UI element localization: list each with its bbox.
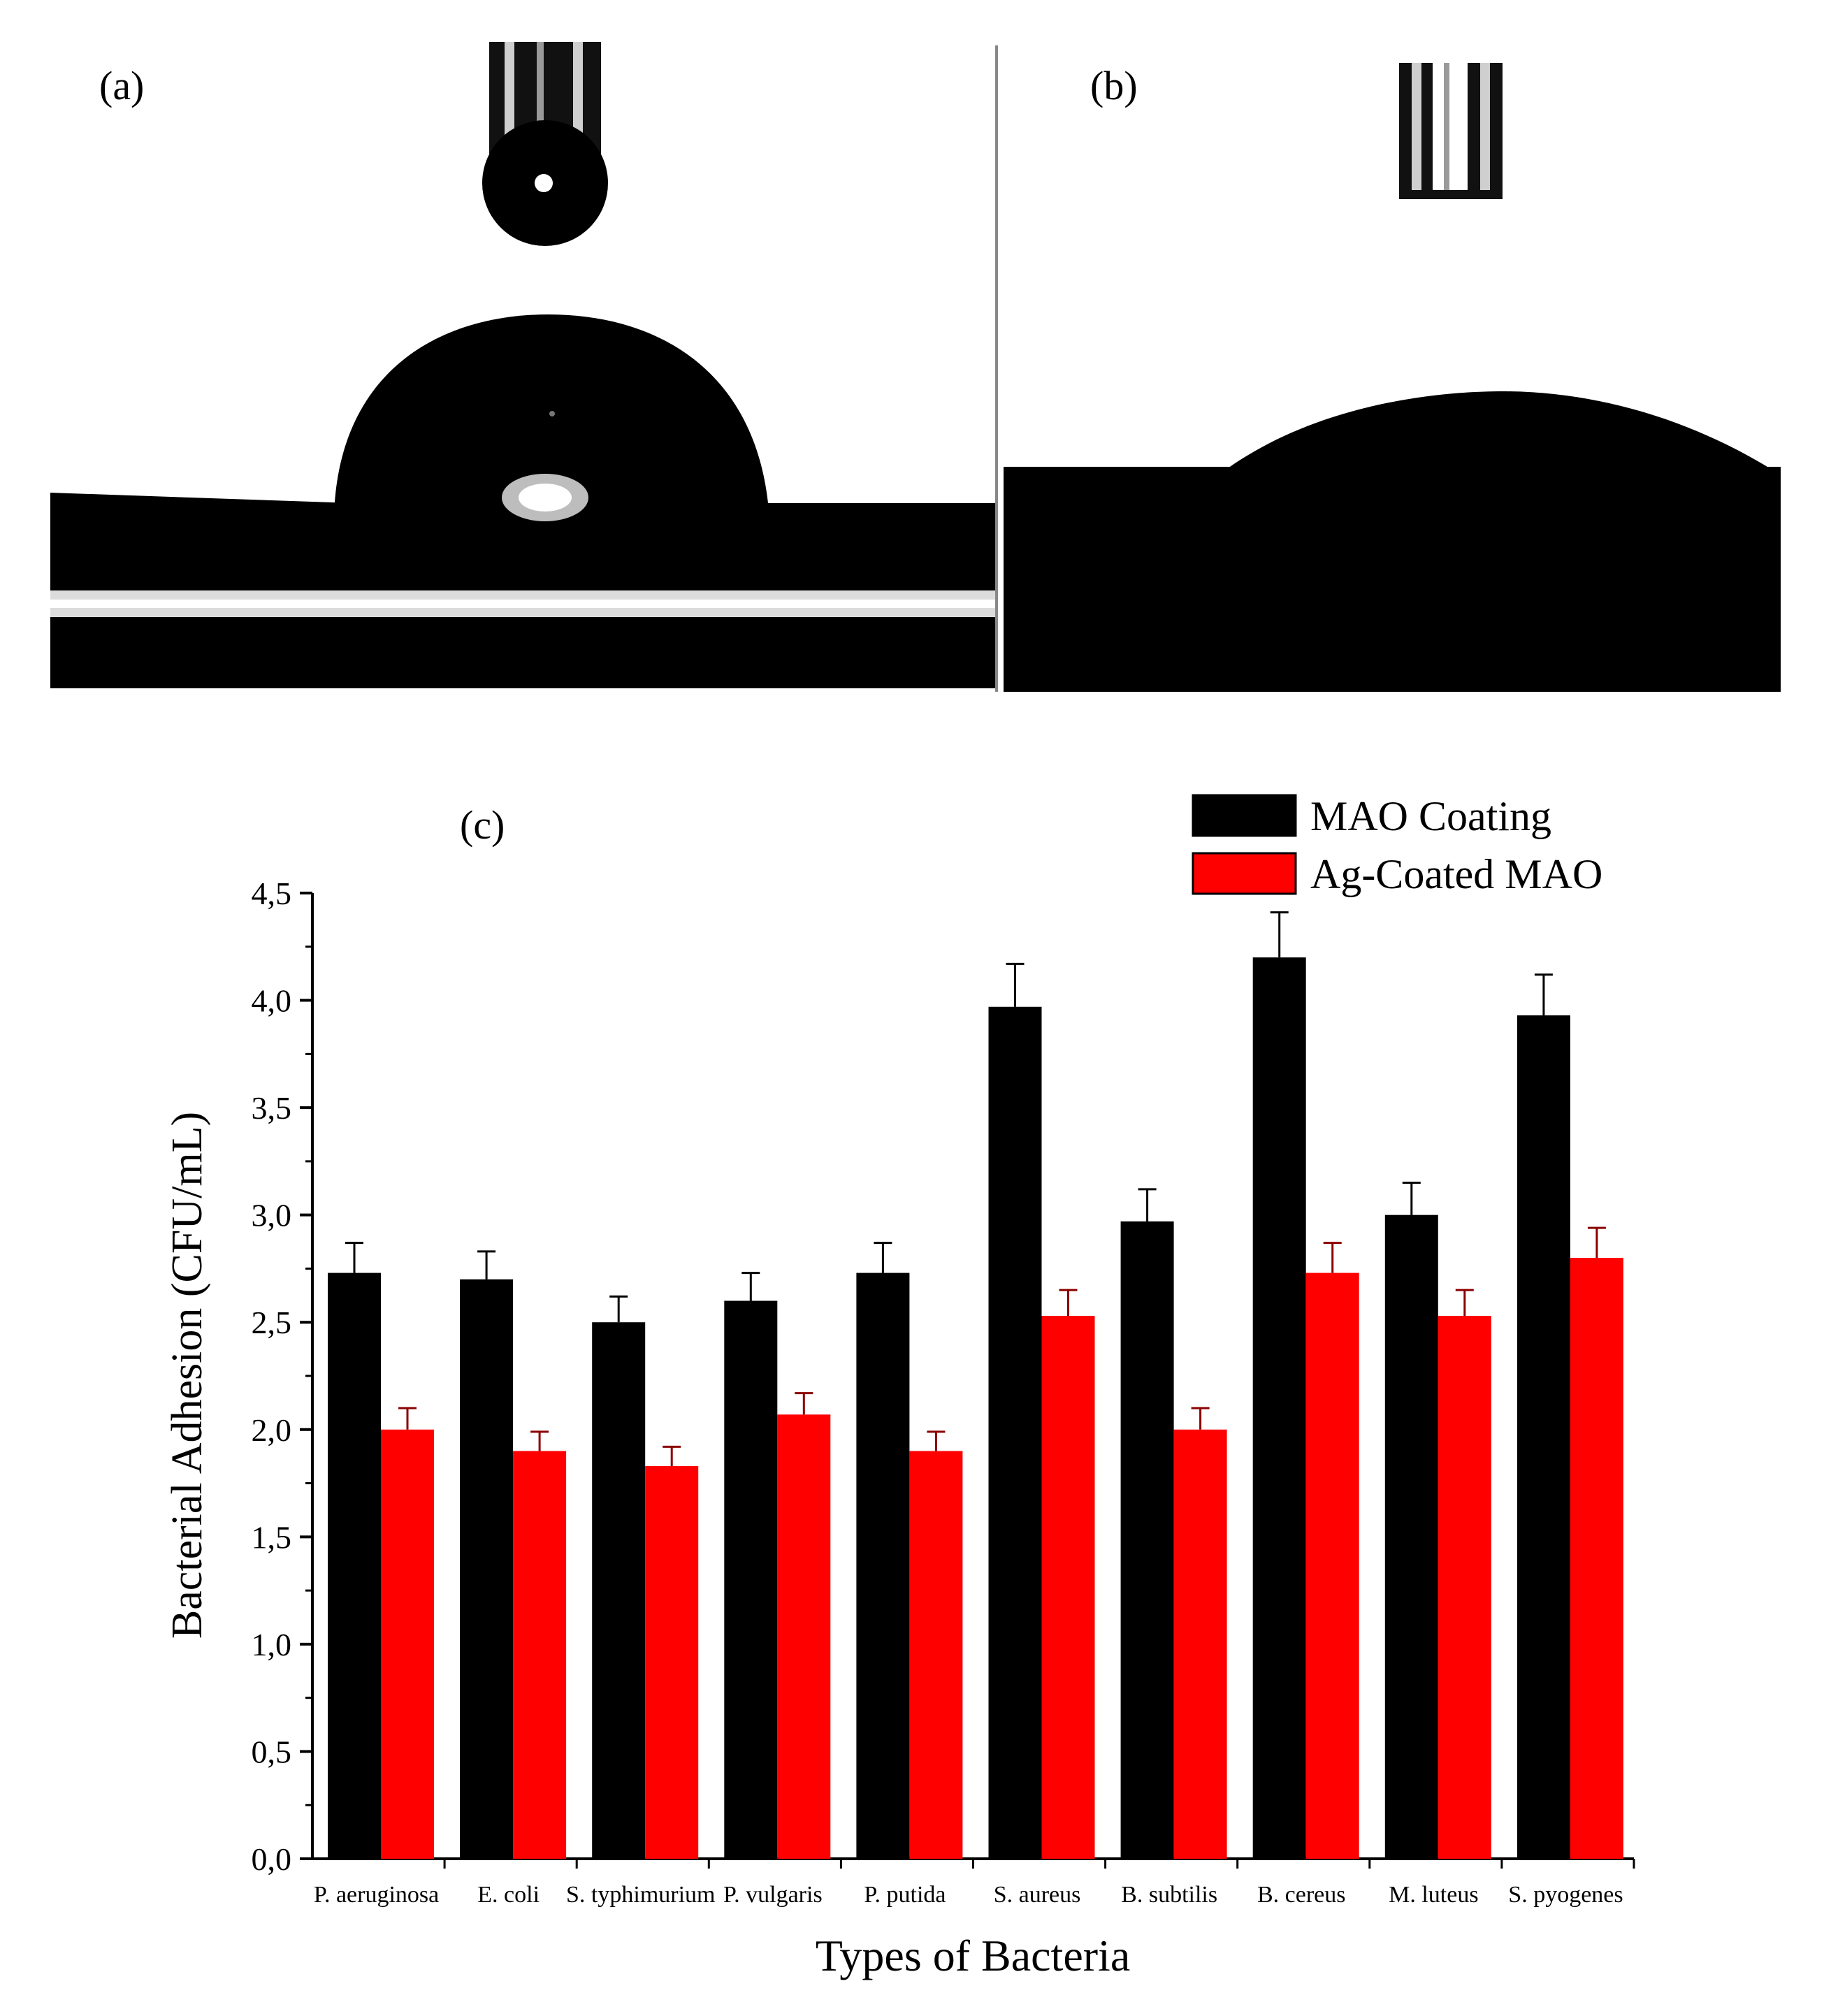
bar-ag-5: [1041, 1316, 1095, 1859]
x-tick-label: E. coli: [477, 1882, 540, 1908]
photo-panel-a: (a): [50, 42, 997, 688]
y-tick-label: 3,5: [252, 1090, 292, 1126]
bar-mao-2: [592, 1322, 646, 1859]
legend-label-mao: MAO Coating: [1310, 793, 1551, 839]
x-tick-label: S. pyogenes: [1508, 1882, 1623, 1908]
x-axis-title: Types of Bacteria: [816, 1931, 1130, 1980]
sessile-drop-a: [333, 314, 770, 538]
y-tick-label: 1,5: [252, 1519, 292, 1555]
y-tick-label: 1,0: [252, 1627, 292, 1662]
x-tick-label: B. subtilis: [1121, 1882, 1217, 1908]
y-tick-label: 4,0: [252, 983, 292, 1019]
panel-label-c: (c): [460, 802, 505, 848]
chart-panel-c: (c) MAO Coating Ag-Coated MAO 0,0 0,5 1,0 1…: [164, 793, 1635, 1980]
bar-ag-6: [1173, 1429, 1227, 1859]
x-tick-label: S. typhimurium: [566, 1882, 715, 1908]
bar-ag-7: [1305, 1272, 1359, 1859]
bar-ag-2: [645, 1465, 699, 1859]
x-tick-label: S. aureus: [994, 1882, 1081, 1908]
y-tick-label: 2,0: [252, 1412, 292, 1448]
y-tick-label: 0,0: [252, 1841, 292, 1877]
bar-mao-4: [856, 1272, 910, 1859]
bar-mao-9: [1517, 1015, 1570, 1859]
bar-mao-7: [1252, 957, 1306, 1859]
photo-panel-b: (b): [1004, 42, 1781, 692]
bar-ag-8: [1438, 1316, 1491, 1859]
panel-label-a: (a): [99, 63, 144, 108]
bar-ag-1: [513, 1451, 567, 1859]
legend-swatch-ag: [1192, 852, 1297, 895]
bar-ag-0: [381, 1429, 434, 1859]
y-tick-label: 4,5: [252, 876, 292, 911]
y-axis-title: Bacterial Adhesion (CFU/mL): [164, 1112, 211, 1639]
bar-ag-9: [1570, 1258, 1623, 1859]
x-tick-label: M. luteus: [1389, 1882, 1478, 1908]
legend-swatch-mao: [1192, 794, 1297, 837]
bars: [328, 911, 1623, 1859]
y-tick-label: 0,5: [252, 1734, 292, 1769]
legend: MAO Coating Ag-Coated MAO: [1192, 793, 1602, 897]
bar-mao-1: [460, 1279, 514, 1859]
y-ticks: 0,0 0,5 1,0 1,5 2,0 2,5 3,0 3,5 4,0 4,5: [252, 876, 312, 1877]
bar-mao-5: [988, 1006, 1042, 1859]
panel-label-b: (b): [1090, 63, 1138, 108]
bar-mao-8: [1384, 1214, 1438, 1859]
x-ticks: P. aeruginosa E. coli S. typhimurium P. vul…: [314, 1859, 1635, 1908]
bar-ag-4: [909, 1451, 963, 1859]
bar-mao-6: [1120, 1221, 1174, 1859]
bar-mao-3: [724, 1300, 778, 1859]
x-tick-label: B. cereus: [1257, 1882, 1346, 1908]
x-tick-label: P. putida: [864, 1882, 946, 1908]
legend-label-ag: Ag-Coated MAO: [1310, 851, 1602, 897]
x-tick-label: P. aeruginosa: [314, 1882, 439, 1908]
bar-ag-3: [777, 1414, 831, 1859]
sessile-drop-b: [1223, 391, 1781, 503]
bar-mao-0: [328, 1272, 381, 1859]
y-tick-label: 3,0: [252, 1198, 292, 1233]
y-tick-label: 2,5: [252, 1305, 292, 1340]
x-tick-label: P. vulgaris: [723, 1882, 823, 1908]
